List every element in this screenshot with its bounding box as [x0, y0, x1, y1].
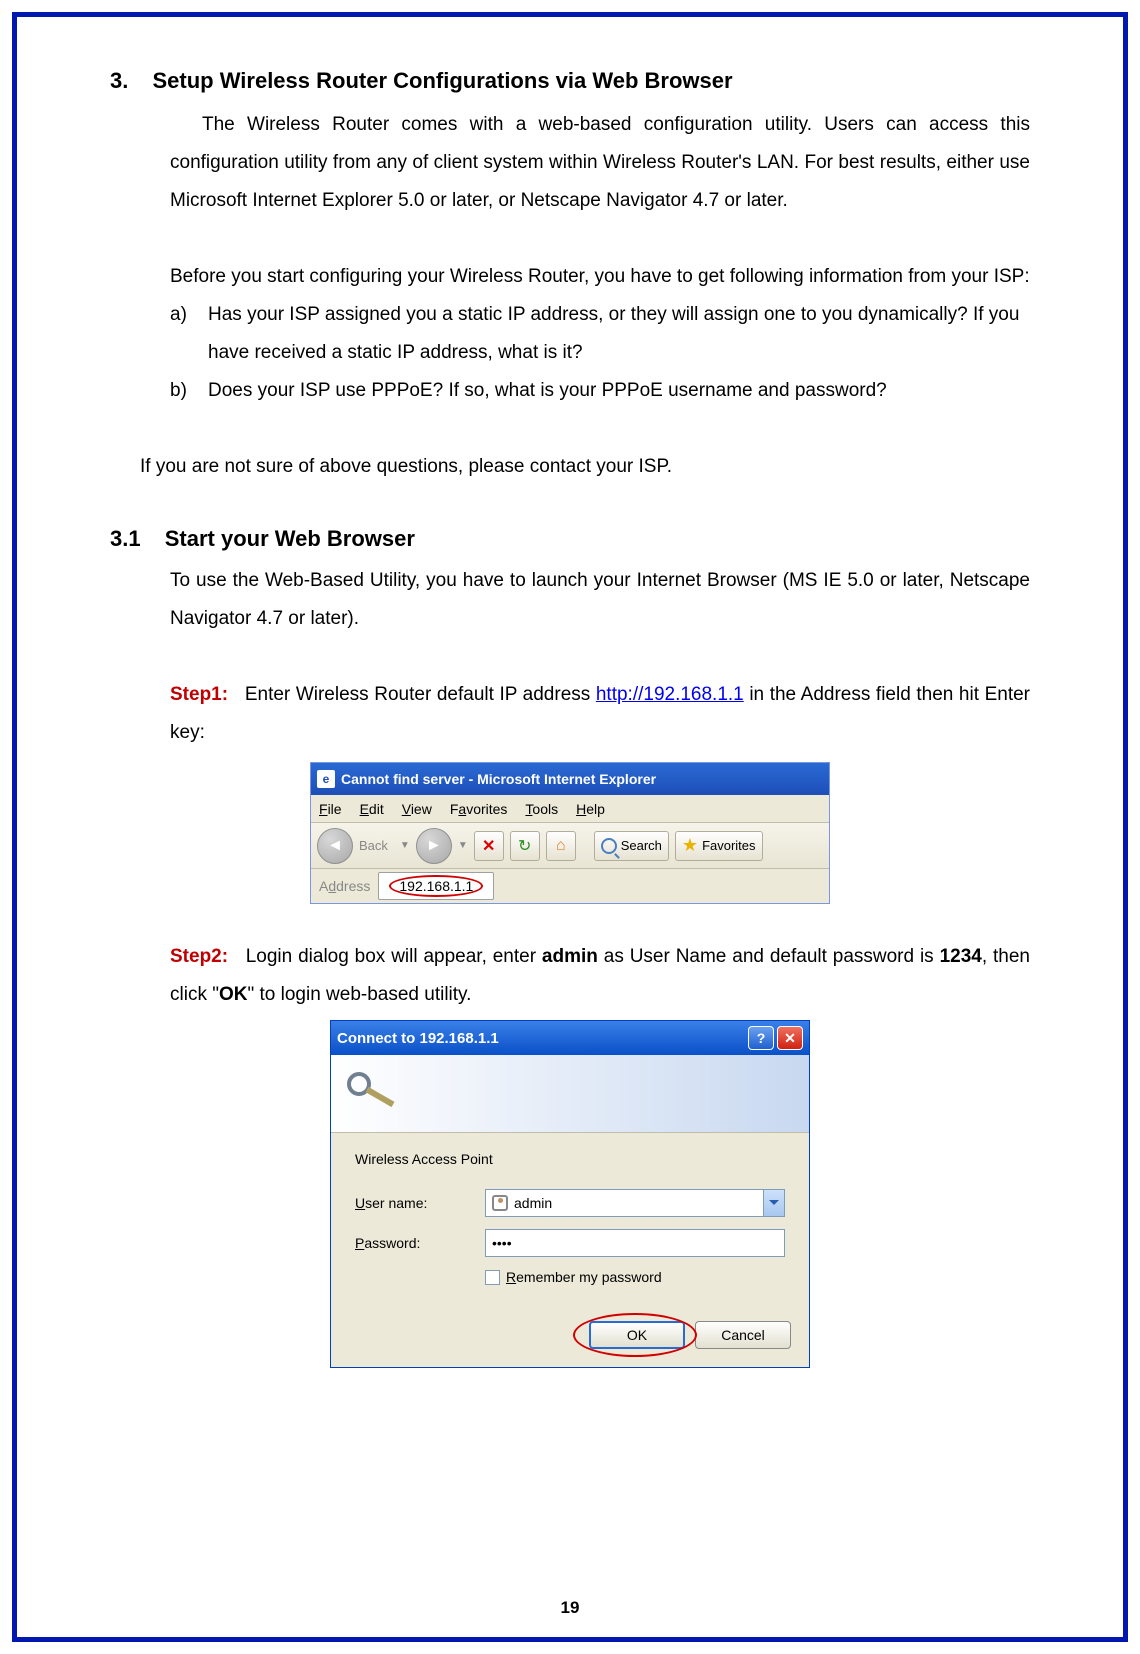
realm-label: Wireless Access Point	[355, 1151, 785, 1167]
search-label: Search	[621, 838, 662, 853]
step2-text-2: as User Name and default password is	[598, 946, 940, 967]
cancel-button[interactable]: Cancel	[695, 1321, 791, 1349]
username-row: User name: admin	[355, 1189, 785, 1217]
remember-checkbox[interactable]	[485, 1270, 500, 1285]
home-icon: ⌂	[556, 837, 566, 855]
step1-label: Step1:	[170, 684, 228, 705]
pre-info: Before you start configuring your Wirele…	[170, 258, 1030, 296]
subsection-title: Start your Web Browser	[165, 526, 415, 551]
dialog-button-row: OK Cancel	[331, 1321, 809, 1367]
list-text-a: Has your ISP assigned you a static IP ad…	[208, 296, 1030, 372]
username-value: admin	[514, 1195, 552, 1211]
menu-tools[interactable]: Tools	[525, 801, 558, 817]
address-label: Address	[319, 878, 370, 894]
router-url-link[interactable]: http://192.168.1.1	[596, 684, 744, 705]
ie-titlebar: e Cannot find server - Microsoft Interne…	[311, 763, 829, 795]
password-label: Password:	[355, 1235, 485, 1251]
search-icon	[601, 838, 617, 854]
menu-favorites[interactable]: Favorites	[450, 801, 508, 817]
login-dialog-figure: Connect to 192.168.1.1 ? ✕ Wireless Acce…	[330, 1020, 810, 1368]
ie-menubar: File Edit View Favorites Tools Help	[311, 795, 829, 823]
ok-button[interactable]: OK	[589, 1321, 685, 1349]
username-label: User name:	[355, 1195, 485, 1211]
username-input[interactable]: admin	[485, 1189, 785, 1217]
password-value: ••••	[492, 1235, 512, 1251]
favorites-label: Favorites	[702, 838, 755, 853]
address-field[interactable]: 192.168.1.1	[378, 872, 494, 900]
refresh-icon: ↻	[518, 836, 531, 856]
remember-row: Remember my password	[485, 1269, 785, 1285]
step2-label: Step2:	[170, 946, 228, 967]
step2-bold-ok: OK	[219, 984, 248, 1005]
section-3-heading: 3. Setup Wireless Router Configurations …	[110, 68, 1030, 94]
list-text-b: Does your ISP use PPPoE? If so, what is …	[208, 372, 1030, 410]
page-content: 3. Setup Wireless Router Configurations …	[110, 68, 1030, 1368]
menu-help[interactable]: Help	[576, 801, 605, 817]
password-input[interactable]: ••••	[485, 1229, 785, 1257]
user-icon	[492, 1195, 508, 1211]
dropdown-icon: ▼	[400, 840, 410, 851]
search-button[interactable]: Search	[594, 831, 669, 861]
dialog-titlebar: Connect to 192.168.1.1 ? ✕	[331, 1021, 809, 1055]
ie-toolbar: ◄ Back ▼ ► ▼ ✕ ↻ ⌂ Search ★ Favorites	[311, 823, 829, 869]
section-title: Setup Wireless Router Configurations via…	[152, 68, 732, 93]
chevron-down-icon	[769, 1200, 779, 1205]
dialog-banner	[331, 1055, 809, 1133]
ie-browser-figure: e Cannot find server - Microsoft Interne…	[310, 762, 830, 904]
menu-edit[interactable]: Edit	[360, 801, 384, 817]
dialog-title: Connect to 192.168.1.1	[337, 1030, 499, 1047]
address-value: 192.168.1.1	[399, 878, 473, 894]
list-letter: a)	[170, 296, 208, 372]
step2-text-1: Login dialog box will appear, enter	[246, 946, 542, 967]
password-row: Password: ••••	[355, 1229, 785, 1257]
keys-icon	[347, 1068, 399, 1120]
dropdown-icon: ▼	[458, 840, 468, 851]
section-number: 3.	[110, 68, 128, 94]
step2-paragraph: Step2: Login dialog box will appear, ent…	[170, 938, 1030, 1014]
star-icon: ★	[682, 835, 698, 856]
forward-button[interactable]: ►	[416, 828, 452, 864]
section-intro: The Wireless Router comes with a web-bas…	[170, 106, 1030, 220]
isp-question-list: a) Has your ISP assigned you a static IP…	[170, 296, 1030, 410]
dialog-body: Wireless Access Point User name: admin P…	[331, 1133, 809, 1321]
refresh-button[interactable]: ↻	[510, 831, 540, 861]
list-letter: b)	[170, 372, 208, 410]
ie-app-icon: e	[317, 770, 335, 788]
list-item-b: b) Does your ISP use PPPoE? If so, what …	[170, 372, 1030, 410]
list-item-a: a) Has your ISP assigned you a static IP…	[170, 296, 1030, 372]
close-button[interactable]: ✕	[777, 1026, 803, 1050]
address-highlight-oval: 192.168.1.1	[389, 875, 483, 897]
stop-icon: ✕	[482, 836, 495, 856]
menu-view[interactable]: View	[402, 801, 432, 817]
ie-title: Cannot find server - Microsoft Internet …	[341, 771, 656, 787]
titlebar-buttons: ? ✕	[748, 1026, 803, 1050]
subsection-number: 3.1	[110, 526, 141, 552]
ie-addressbar: Address 192.168.1.1	[311, 869, 829, 903]
step2-bold-1234: 1234	[940, 946, 982, 967]
subsection-intro: To use the Web-Based Utility, you have t…	[170, 562, 1030, 638]
menu-file[interactable]: File	[319, 801, 342, 817]
step1-paragraph: Step1: Enter Wireless Router default IP …	[170, 676, 1030, 752]
step1-text-before: Enter Wireless Router default IP address	[245, 684, 596, 705]
page-number: 19	[0, 1598, 1140, 1618]
contact-isp: If you are not sure of above questions, …	[140, 448, 1030, 486]
back-button[interactable]: ◄	[317, 828, 353, 864]
back-label: Back	[359, 838, 388, 853]
stop-button[interactable]: ✕	[474, 831, 504, 861]
remember-label: Remember my password	[506, 1269, 662, 1285]
step2-text-4: " to login web-based utility.	[247, 984, 471, 1005]
help-button[interactable]: ?	[748, 1026, 774, 1050]
cancel-label: Cancel	[721, 1327, 765, 1343]
home-button[interactable]: ⌂	[546, 831, 576, 861]
subsection-3-1-heading: 3.1 Start your Web Browser	[110, 526, 1030, 552]
step2-bold-admin: admin	[542, 946, 598, 967]
favorites-button[interactable]: ★ Favorites	[675, 831, 763, 861]
ok-label: OK	[627, 1327, 647, 1343]
